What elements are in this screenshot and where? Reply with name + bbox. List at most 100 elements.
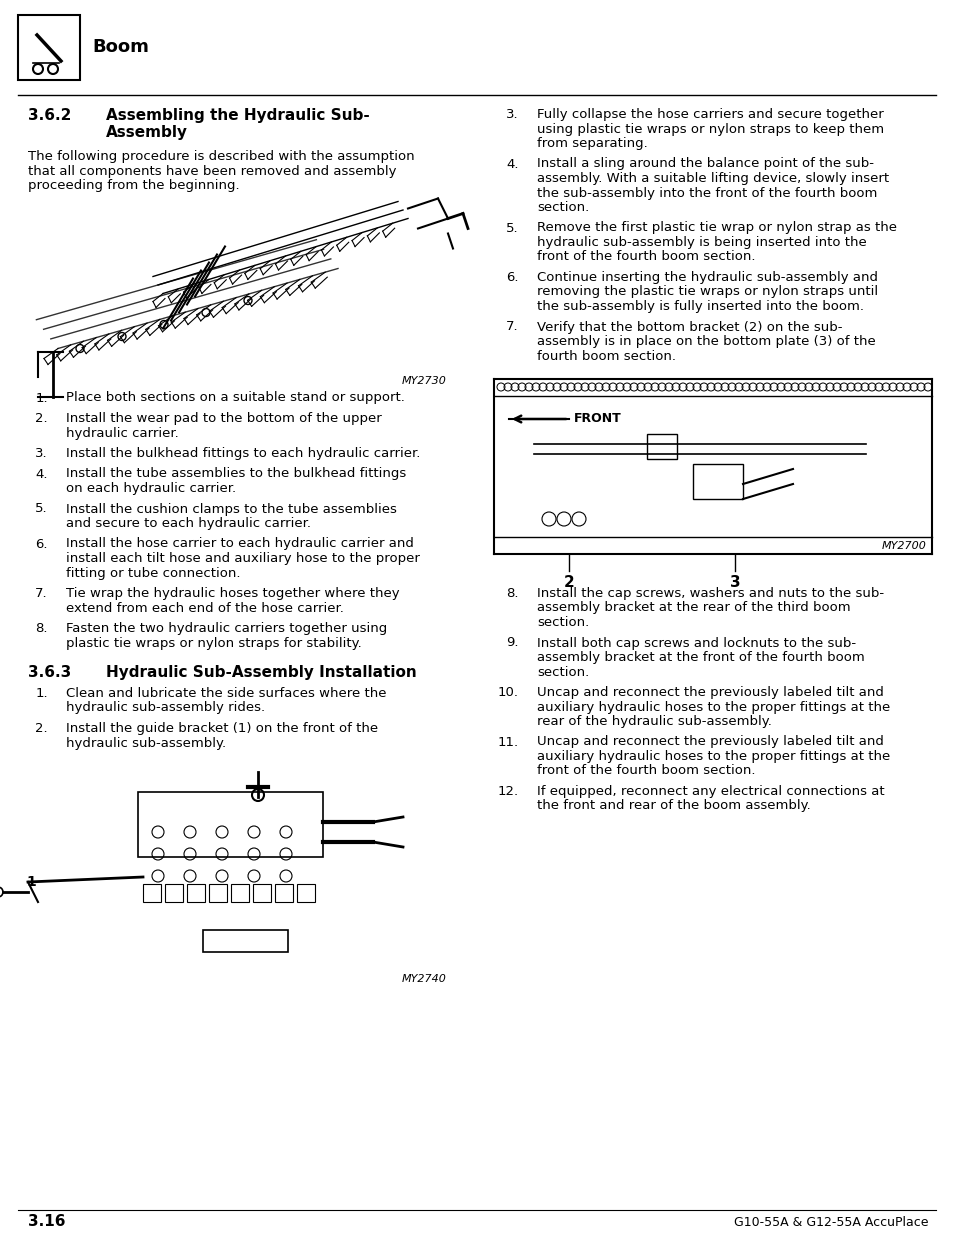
Text: assembly bracket at the rear of the third boom: assembly bracket at the rear of the thir… <box>537 601 850 615</box>
Text: FRONT: FRONT <box>574 412 621 426</box>
Text: hydraulic sub-assembly.: hydraulic sub-assembly. <box>66 736 226 750</box>
Text: The following procedure is described with the assumption: The following procedure is described wit… <box>28 149 415 163</box>
Text: 5.: 5. <box>506 221 518 235</box>
Text: 12.: 12. <box>497 785 518 798</box>
Text: Fasten the two hydraulic carriers together using: Fasten the two hydraulic carriers togeth… <box>66 622 387 635</box>
Text: install each tilt hose and auxiliary hose to the proper: install each tilt hose and auxiliary hos… <box>66 552 419 564</box>
Text: Install both cap screws and locknuts to the sub-: Install both cap screws and locknuts to … <box>537 636 855 650</box>
Text: 11.: 11. <box>497 736 518 748</box>
Text: Verify that the bottom bracket (2) on the sub-: Verify that the bottom bracket (2) on th… <box>537 321 841 333</box>
Text: Install the bulkhead fittings to each hydraulic carrier.: Install the bulkhead fittings to each hy… <box>66 447 420 459</box>
Text: rear of the hydraulic sub-assembly.: rear of the hydraulic sub-assembly. <box>537 715 771 727</box>
Text: 3.16: 3.16 <box>28 1214 66 1230</box>
Text: 3.: 3. <box>506 107 518 121</box>
Text: Install the wear pad to the bottom of the upper: Install the wear pad to the bottom of th… <box>66 412 381 425</box>
Text: Assembly: Assembly <box>106 125 188 140</box>
Text: 4.: 4. <box>506 158 518 170</box>
Text: front of the fourth boom section.: front of the fourth boom section. <box>537 251 755 263</box>
Text: assembly bracket at the front of the fourth boom: assembly bracket at the front of the fou… <box>537 651 863 664</box>
Bar <box>18 15 80 80</box>
Text: 2: 2 <box>563 576 574 590</box>
Text: MY2730: MY2730 <box>402 375 447 385</box>
Text: section.: section. <box>537 666 589 678</box>
Text: plastic tie wraps or nylon straps for stability.: plastic tie wraps or nylon straps for st… <box>66 636 361 650</box>
Text: front of the fourth boom section.: front of the fourth boom section. <box>537 764 755 778</box>
Bar <box>296 884 314 902</box>
Text: on each hydraulic carrier.: on each hydraulic carrier. <box>66 482 236 495</box>
Bar <box>253 884 271 902</box>
Text: Place both sections on a suitable stand or support.: Place both sections on a suitable stand … <box>66 391 404 405</box>
Text: proceeding from the beginning.: proceeding from the beginning. <box>28 179 239 191</box>
Text: Uncap and reconnect the previously labeled tilt and: Uncap and reconnect the previously label… <box>537 736 882 748</box>
Text: 3.: 3. <box>35 447 48 459</box>
Text: 5.: 5. <box>35 503 48 515</box>
Text: auxiliary hydraulic hoses to the proper fittings at the: auxiliary hydraulic hoses to the proper … <box>537 750 889 763</box>
Text: 10.: 10. <box>497 685 518 699</box>
Text: 6.: 6. <box>35 537 48 551</box>
Text: Remove the first plastic tie wrap or nylon strap as the: Remove the first plastic tie wrap or nyl… <box>537 221 896 235</box>
Text: removing the plastic tie wraps or nylon straps until: removing the plastic tie wraps or nylon … <box>537 285 877 299</box>
Text: 2.: 2. <box>35 722 48 735</box>
Bar <box>138 792 323 857</box>
Text: 2.: 2. <box>35 412 48 425</box>
Text: section.: section. <box>537 201 589 214</box>
Text: Install the hose carrier to each hydraulic carrier and: Install the hose carrier to each hydraul… <box>66 537 414 551</box>
Text: fitting or tube connection.: fitting or tube connection. <box>66 567 240 579</box>
Text: assembly. With a suitable lifting device, slowly insert: assembly. With a suitable lifting device… <box>537 172 888 185</box>
Text: 1.: 1. <box>35 687 48 700</box>
Text: and secure to each hydraulic carrier.: and secure to each hydraulic carrier. <box>66 517 311 530</box>
Text: the sub-assembly into the front of the fourth boom: the sub-assembly into the front of the f… <box>537 186 877 200</box>
Bar <box>187 884 205 902</box>
Text: Clean and lubricate the side surfaces where the: Clean and lubricate the side surfaces wh… <box>66 687 386 700</box>
Text: section.: section. <box>537 616 589 629</box>
Text: 3.6.3: 3.6.3 <box>28 664 71 680</box>
Text: 7.: 7. <box>506 321 518 333</box>
Text: Install a sling around the balance point of the sub-: Install a sling around the balance point… <box>537 158 873 170</box>
Text: hydraulic sub-assembly rides.: hydraulic sub-assembly rides. <box>66 701 265 715</box>
Text: Install the cap screws, washers and nuts to the sub-: Install the cap screws, washers and nuts… <box>537 587 883 600</box>
Text: extend from each end of the hose carrier.: extend from each end of the hose carrier… <box>66 601 343 615</box>
Bar <box>165 884 183 902</box>
Bar <box>231 884 249 902</box>
Bar <box>692 464 742 499</box>
Text: 6.: 6. <box>506 270 518 284</box>
Text: 3: 3 <box>729 576 740 590</box>
Text: the front and rear of the boom assembly.: the front and rear of the boom assembly. <box>537 799 810 813</box>
Text: 3.6.2: 3.6.2 <box>28 107 71 124</box>
Text: If equipped, reconnect any electrical connections at: If equipped, reconnect any electrical co… <box>537 785 883 798</box>
Text: 8.: 8. <box>35 622 48 635</box>
Bar <box>209 884 227 902</box>
Text: Fully collapse the hose carriers and secure together: Fully collapse the hose carriers and sec… <box>537 107 882 121</box>
Text: auxiliary hydraulic hoses to the proper fittings at the: auxiliary hydraulic hoses to the proper … <box>537 700 889 714</box>
Bar <box>274 884 293 902</box>
Text: Install the guide bracket (1) on the front of the: Install the guide bracket (1) on the fro… <box>66 722 377 735</box>
Text: the sub-assembly is fully inserted into the boom.: the sub-assembly is fully inserted into … <box>537 300 863 312</box>
Text: Continue inserting the hydraulic sub-assembly and: Continue inserting the hydraulic sub-ass… <box>537 270 877 284</box>
Text: using plastic tie wraps or nylon straps to keep them: using plastic tie wraps or nylon straps … <box>537 122 883 136</box>
Text: assembly is in place on the bottom plate (3) of the: assembly is in place on the bottom plate… <box>537 335 875 348</box>
Text: 1.: 1. <box>35 391 48 405</box>
Text: Uncap and reconnect the previously labeled tilt and: Uncap and reconnect the previously label… <box>537 685 882 699</box>
Text: 4.: 4. <box>35 468 48 480</box>
Text: 8.: 8. <box>506 587 518 600</box>
Text: MY2740: MY2740 <box>402 974 447 984</box>
Bar <box>647 433 677 459</box>
Text: Boom: Boom <box>91 38 149 57</box>
Bar <box>203 930 288 952</box>
Bar <box>143 884 161 902</box>
Text: hydraulic carrier.: hydraulic carrier. <box>66 426 178 440</box>
Text: fourth boom section.: fourth boom section. <box>537 350 676 363</box>
Text: 9.: 9. <box>506 636 518 650</box>
Text: that all components have been removed and assembly: that all components have been removed an… <box>28 164 396 178</box>
Text: 1: 1 <box>26 876 35 889</box>
Text: MY2700: MY2700 <box>882 541 926 551</box>
Text: Install the tube assemblies to the bulkhead fittings: Install the tube assemblies to the bulkh… <box>66 468 406 480</box>
Text: G10-55A & G12-55A AccuPlace: G10-55A & G12-55A AccuPlace <box>734 1215 928 1229</box>
Text: Tie wrap the hydraulic hoses together where they: Tie wrap the hydraulic hoses together wh… <box>66 587 399 600</box>
Text: Assembling the Hydraulic Sub-: Assembling the Hydraulic Sub- <box>106 107 370 124</box>
Text: from separating.: from separating. <box>537 137 647 149</box>
Text: hydraulic sub-assembly is being inserted into the: hydraulic sub-assembly is being inserted… <box>537 236 866 249</box>
Text: Install the cushion clamps to the tube assemblies: Install the cushion clamps to the tube a… <box>66 503 396 515</box>
Text: 7.: 7. <box>35 587 48 600</box>
Text: Hydraulic Sub-Assembly Installation: Hydraulic Sub-Assembly Installation <box>106 664 416 680</box>
